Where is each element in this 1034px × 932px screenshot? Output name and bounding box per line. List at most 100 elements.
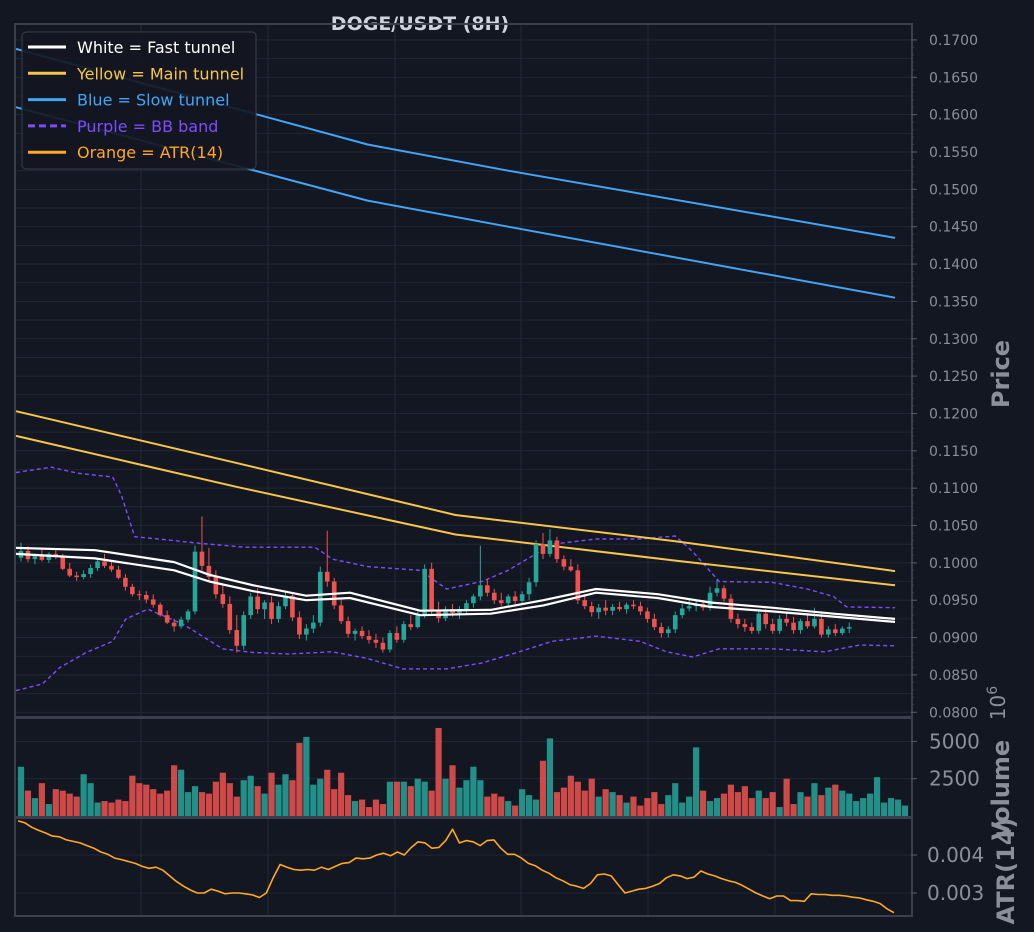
volume-bar xyxy=(602,789,609,816)
price-tick-label: 0.1350 xyxy=(929,294,978,310)
candle xyxy=(422,564,427,619)
candle xyxy=(659,622,664,638)
candle-body xyxy=(366,636,372,640)
volume-bar xyxy=(588,778,595,816)
volume-bar xyxy=(686,796,693,816)
candle-body xyxy=(199,551,205,566)
price-tick-label: 0.1600 xyxy=(929,108,978,124)
candle xyxy=(721,585,727,602)
candle-body xyxy=(234,630,240,646)
candle xyxy=(311,615,316,634)
fast-tunnel-lower-line xyxy=(15,552,896,623)
candle-body xyxy=(770,624,775,631)
candle-body xyxy=(735,618,741,625)
candle xyxy=(164,610,170,625)
candle-body xyxy=(798,621,803,631)
candle xyxy=(679,603,685,619)
candle-body xyxy=(568,566,574,571)
volume-bar xyxy=(776,807,783,816)
volume-bar xyxy=(164,790,171,816)
volume-bar xyxy=(351,801,359,816)
candle-body xyxy=(603,607,608,611)
volume-bar xyxy=(574,781,581,816)
price-tick-label: 0.0900 xyxy=(929,631,978,647)
price-tick-label: 0.0800 xyxy=(929,705,978,721)
volume-bar xyxy=(338,772,345,816)
candle-body xyxy=(46,553,52,560)
volume-bar xyxy=(400,781,407,816)
candle-body xyxy=(220,594,226,604)
volume-bar xyxy=(442,778,449,816)
candle xyxy=(206,547,212,582)
candle xyxy=(220,585,226,608)
candle xyxy=(366,630,372,644)
volume-bar xyxy=(637,805,644,816)
volume-bar xyxy=(762,798,769,816)
candle-body xyxy=(130,586,135,595)
candle-body xyxy=(415,615,421,628)
candle-body xyxy=(819,618,824,635)
candle-body xyxy=(624,604,629,610)
candle-body xyxy=(213,577,219,595)
candle xyxy=(672,611,678,634)
candle-body xyxy=(317,571,323,623)
candle-body xyxy=(652,618,657,628)
atr-panel-frame xyxy=(14,817,913,917)
candle-body xyxy=(60,556,66,569)
atr-line xyxy=(17,820,895,914)
candle xyxy=(234,615,240,653)
candle xyxy=(150,594,156,608)
volume-bar xyxy=(512,805,519,816)
volume-bar xyxy=(275,784,282,816)
candle xyxy=(478,545,483,601)
volume-bar xyxy=(567,775,574,816)
price-tick-label: 0.1150 xyxy=(929,444,978,460)
volume-bar xyxy=(783,778,790,816)
candle xyxy=(88,564,93,578)
candle-body xyxy=(401,624,407,640)
volume-bar xyxy=(226,783,233,816)
candle xyxy=(199,516,205,571)
candle-body xyxy=(192,551,198,612)
candle-body xyxy=(422,568,427,616)
price-tick-label: 0.1200 xyxy=(929,406,978,422)
candle xyxy=(137,590,142,601)
candle xyxy=(568,559,574,572)
volume-bar xyxy=(73,796,80,816)
price-tick-label: 0.1550 xyxy=(929,145,978,161)
volume-bar xyxy=(254,786,261,816)
price-tick-label: 0.1000 xyxy=(929,556,978,572)
price-tick-label: 0.1700 xyxy=(929,33,978,49)
candle xyxy=(596,603,601,619)
candle-body xyxy=(324,571,330,582)
volume-bar xyxy=(484,796,491,816)
volume-bar xyxy=(811,783,818,816)
candle xyxy=(617,601,622,612)
candle-body xyxy=(672,615,678,630)
candle-body xyxy=(81,574,86,578)
candle-body xyxy=(596,607,601,613)
candle-body xyxy=(241,615,247,646)
candle xyxy=(533,540,539,587)
candle-body xyxy=(617,606,622,610)
legend-entry: Orange = ATR(14) xyxy=(28,143,223,162)
candle xyxy=(582,594,588,610)
volume-bar xyxy=(560,787,567,816)
candle xyxy=(185,609,191,623)
candle-body xyxy=(561,559,567,567)
candle-body xyxy=(429,568,434,612)
volume-bar xyxy=(720,793,728,816)
candle-body xyxy=(485,585,490,593)
candle xyxy=(638,601,643,616)
candle xyxy=(157,602,163,617)
volume-bar xyxy=(470,766,477,816)
legend-label: Orange = ATR(14) xyxy=(77,143,223,162)
candle-body xyxy=(137,594,142,596)
candle-body xyxy=(846,627,852,629)
candle xyxy=(130,583,135,597)
volume-bar xyxy=(651,792,658,816)
volume-bar xyxy=(679,802,686,816)
legend-entry: White = Fast tunnel xyxy=(28,38,235,57)
volume-bar xyxy=(449,765,456,816)
legend-entry: Purple = BB band xyxy=(28,117,218,136)
